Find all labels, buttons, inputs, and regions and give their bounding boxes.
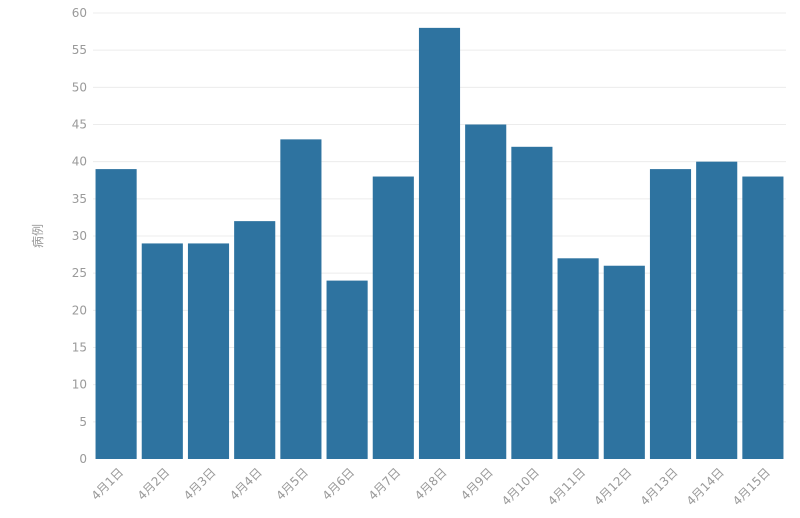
- bar[interactable]: [696, 161, 738, 459]
- bar[interactable]: [234, 221, 276, 459]
- x-tick-label: 4月15日: [730, 465, 773, 508]
- x-tick-label: 4月13日: [638, 465, 681, 508]
- x-tick-label: 4月10日: [499, 465, 542, 508]
- y-axis-ticks: 0 5 10 15 20 25 30 35 40 45 50 55 60: [72, 6, 87, 466]
- x-tick-label: 4月6日: [320, 465, 358, 503]
- x-tick-label: 4月12日: [591, 465, 634, 508]
- bar[interactable]: [95, 169, 137, 459]
- bar[interactable]: [742, 176, 784, 460]
- bar[interactable]: [372, 176, 414, 460]
- y-tick-label: 30: [72, 229, 87, 243]
- x-tick-label: 4月7日: [366, 465, 404, 503]
- y-tick-label: 20: [72, 303, 87, 317]
- bar[interactable]: [649, 169, 692, 459]
- x-tick-label: 4月4日: [227, 465, 265, 503]
- y-tick-label: 55: [72, 43, 87, 57]
- bar[interactable]: [511, 146, 553, 460]
- bar[interactable]: [280, 139, 322, 459]
- x-tick-label: 4月1日: [89, 465, 127, 503]
- y-tick-label: 0: [79, 452, 87, 466]
- bar[interactable]: [141, 243, 183, 459]
- x-tick-label: 4月5日: [273, 465, 311, 503]
- x-tick-label: 4月8日: [412, 465, 450, 503]
- y-axis-label: 病例: [30, 224, 45, 248]
- x-tick-label: 4月9日: [458, 465, 496, 503]
- x-axis-ticks: 4月1日 4月2日 4月3日 4月4日 4月5日 4月6日 4月7日 4月8日 4月9日 4月10…: [89, 465, 773, 508]
- bar[interactable]: [418, 27, 461, 459]
- x-tick-label: 4月2日: [135, 465, 173, 503]
- y-tick-label: 15: [72, 341, 87, 355]
- x-tick-label: 4月11日: [545, 465, 588, 508]
- y-tick-label: 45: [72, 118, 87, 132]
- bar[interactable]: [187, 243, 230, 459]
- y-tick-label: 40: [72, 155, 87, 169]
- y-tick-label: 25: [72, 266, 87, 280]
- bar-layer: [95, 27, 784, 460]
- bar[interactable]: [465, 124, 507, 460]
- x-tick-label: 4月14日: [684, 465, 727, 508]
- y-tick-label: 50: [72, 80, 87, 94]
- bar[interactable]: [557, 258, 599, 459]
- bar[interactable]: [326, 280, 368, 459]
- bar[interactable]: [603, 265, 645, 459]
- y-tick-label: 5: [79, 415, 87, 429]
- y-tick-label: 10: [72, 378, 87, 392]
- y-tick-label: 35: [72, 192, 87, 206]
- y-tick-label: 60: [72, 6, 87, 20]
- x-tick-label: 4月3日: [181, 465, 219, 503]
